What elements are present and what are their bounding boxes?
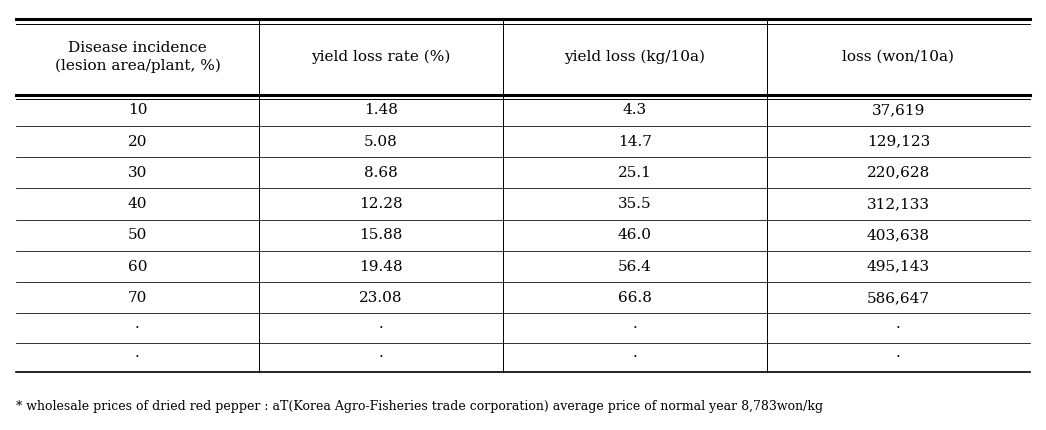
Text: ·: · (632, 321, 637, 335)
Text: ·: · (632, 350, 637, 364)
Text: 19.48: 19.48 (359, 260, 403, 273)
Text: 8.68: 8.68 (364, 166, 397, 180)
Text: 586,647: 586,647 (867, 291, 930, 305)
Text: 25.1: 25.1 (618, 166, 652, 180)
Text: 20: 20 (128, 135, 147, 148)
Text: loss (won/10a): loss (won/10a) (842, 50, 954, 64)
Text: 35.5: 35.5 (618, 197, 652, 211)
Text: ·: · (135, 350, 140, 364)
Text: 30: 30 (128, 166, 147, 180)
Text: 37,619: 37,619 (871, 103, 925, 117)
Text: 40: 40 (128, 197, 147, 211)
Text: ·: · (896, 350, 901, 364)
Text: ·: · (135, 321, 140, 335)
Text: 5.08: 5.08 (364, 135, 397, 148)
Text: 129,123: 129,123 (867, 135, 930, 148)
Text: * wholesale prices of dried red pepper : aT(Korea Agro-Fisheries trade corporati: * wholesale prices of dried red pepper :… (16, 400, 823, 413)
Text: 23.08: 23.08 (359, 291, 403, 305)
Text: 312,133: 312,133 (867, 197, 930, 211)
Text: 12.28: 12.28 (359, 197, 403, 211)
Text: 495,143: 495,143 (867, 260, 930, 273)
Text: 70: 70 (128, 291, 147, 305)
Text: 15.88: 15.88 (359, 228, 403, 242)
Text: Disease incidence
(lesion area/plant, %): Disease incidence (lesion area/plant, %) (54, 41, 221, 73)
Text: 10: 10 (128, 103, 147, 117)
Text: 56.4: 56.4 (618, 260, 652, 273)
Text: yield loss rate (%): yield loss rate (%) (312, 50, 451, 64)
Text: 1.48: 1.48 (364, 103, 397, 117)
Text: ·: · (379, 321, 384, 335)
Text: ·: · (896, 321, 901, 335)
Text: 60: 60 (128, 260, 147, 273)
Text: 66.8: 66.8 (618, 291, 652, 305)
Text: 4.3: 4.3 (622, 103, 646, 117)
Text: ·: · (379, 350, 384, 364)
Text: yield loss (kg/10a): yield loss (kg/10a) (564, 50, 705, 64)
Text: 46.0: 46.0 (617, 228, 652, 242)
Text: 14.7: 14.7 (618, 135, 652, 148)
Text: 220,628: 220,628 (867, 166, 930, 180)
Text: 50: 50 (128, 228, 147, 242)
Text: 403,638: 403,638 (867, 228, 930, 242)
